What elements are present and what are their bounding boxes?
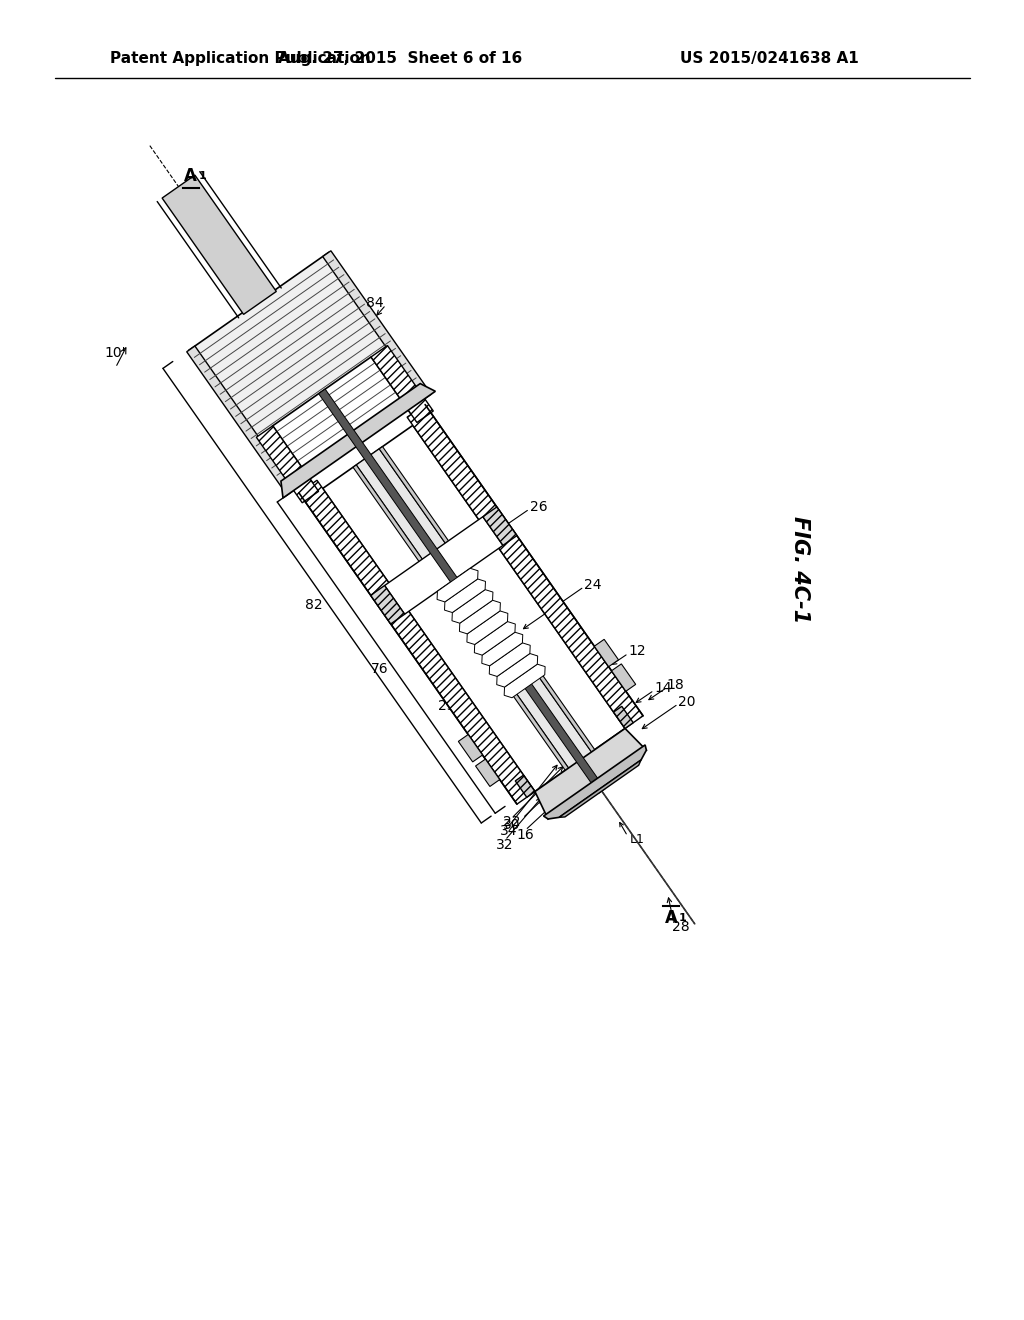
Polygon shape [497,653,538,688]
Polygon shape [483,507,517,545]
Polygon shape [611,664,636,692]
Polygon shape [559,760,641,817]
Polygon shape [613,706,633,729]
Polygon shape [594,639,618,667]
Polygon shape [272,356,417,491]
Text: FIG. 4C-1: FIG. 4C-1 [790,516,810,623]
Text: 18: 18 [667,678,685,693]
Text: 1: 1 [199,172,207,181]
Polygon shape [186,346,295,495]
Polygon shape [482,632,523,665]
Polygon shape [467,611,508,644]
Polygon shape [475,759,500,787]
Text: 16: 16 [516,829,535,842]
Text: 10': 10' [104,346,126,360]
Text: Aug. 27, 2015  Sheet 6 of 16: Aug. 27, 2015 Sheet 6 of 16 [278,50,522,66]
Polygon shape [281,384,435,498]
Text: 32: 32 [497,838,514,853]
Polygon shape [356,449,611,797]
Polygon shape [385,516,503,614]
Polygon shape [408,404,643,729]
Text: 30: 30 [503,817,520,832]
Polygon shape [437,569,478,602]
Text: 20: 20 [678,694,696,709]
Polygon shape [452,590,493,623]
Polygon shape [515,775,535,797]
Text: Patent Application Publication: Patent Application Publication [110,50,371,66]
Text: 12: 12 [629,644,646,659]
Polygon shape [317,417,625,792]
Text: 24: 24 [584,578,602,591]
Text: 23: 23 [438,698,456,713]
Text: 22: 22 [503,816,520,829]
Polygon shape [371,586,404,624]
Polygon shape [318,389,605,793]
Polygon shape [299,480,535,804]
Text: 14: 14 [654,681,672,696]
Polygon shape [444,579,485,612]
Polygon shape [504,664,545,698]
Polygon shape [379,446,614,780]
Text: 84: 84 [367,296,384,310]
Polygon shape [162,176,276,314]
Text: 34: 34 [500,825,517,838]
Text: 26: 26 [529,500,547,513]
Polygon shape [371,346,433,422]
Text: 76: 76 [371,661,388,676]
Polygon shape [189,252,426,490]
Text: US 2015/0241638 A1: US 2015/0241638 A1 [680,50,859,66]
Text: 1: 1 [679,913,687,923]
Text: L1: L1 [630,833,644,846]
Polygon shape [353,465,589,799]
Polygon shape [460,601,501,634]
Polygon shape [544,744,646,818]
Polygon shape [256,426,318,503]
Polygon shape [489,643,530,676]
Text: 82: 82 [305,598,323,611]
Polygon shape [535,729,646,818]
Text: A: A [184,168,198,185]
Polygon shape [459,734,482,762]
Polygon shape [474,622,515,655]
Text: A: A [665,909,678,927]
Text: 28: 28 [672,920,689,933]
Polygon shape [323,251,431,400]
